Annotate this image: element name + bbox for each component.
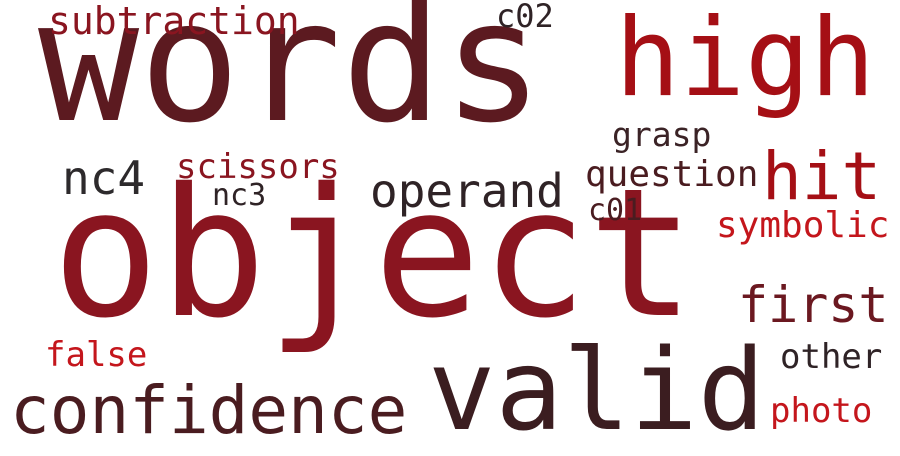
word-scissors: scissors [176, 147, 340, 187]
word-object: object [52, 150, 695, 357]
word-photo: photo [770, 391, 873, 431]
word-nc4: nc4 [62, 151, 146, 205]
word-false: false [45, 335, 148, 375]
word-confidence: confidence [10, 372, 408, 449]
word-other: other [780, 337, 883, 377]
word-high: high [615, 0, 876, 121]
word-c02: c02 [496, 0, 554, 35]
word-valid: valid [428, 326, 766, 456]
word-grasp: grasp [612, 115, 712, 154]
word-question: question [585, 154, 759, 195]
word-symbolic: symbolic [716, 205, 890, 246]
word-nc3: nc3 [212, 178, 267, 213]
word-subtraction: subtraction [48, 0, 300, 43]
word-first: first [738, 276, 889, 334]
word-hit: hit [762, 138, 882, 215]
word-operand: operand [370, 164, 564, 218]
word-c01: c01 [588, 193, 643, 228]
word-words: words [38, 0, 544, 160]
